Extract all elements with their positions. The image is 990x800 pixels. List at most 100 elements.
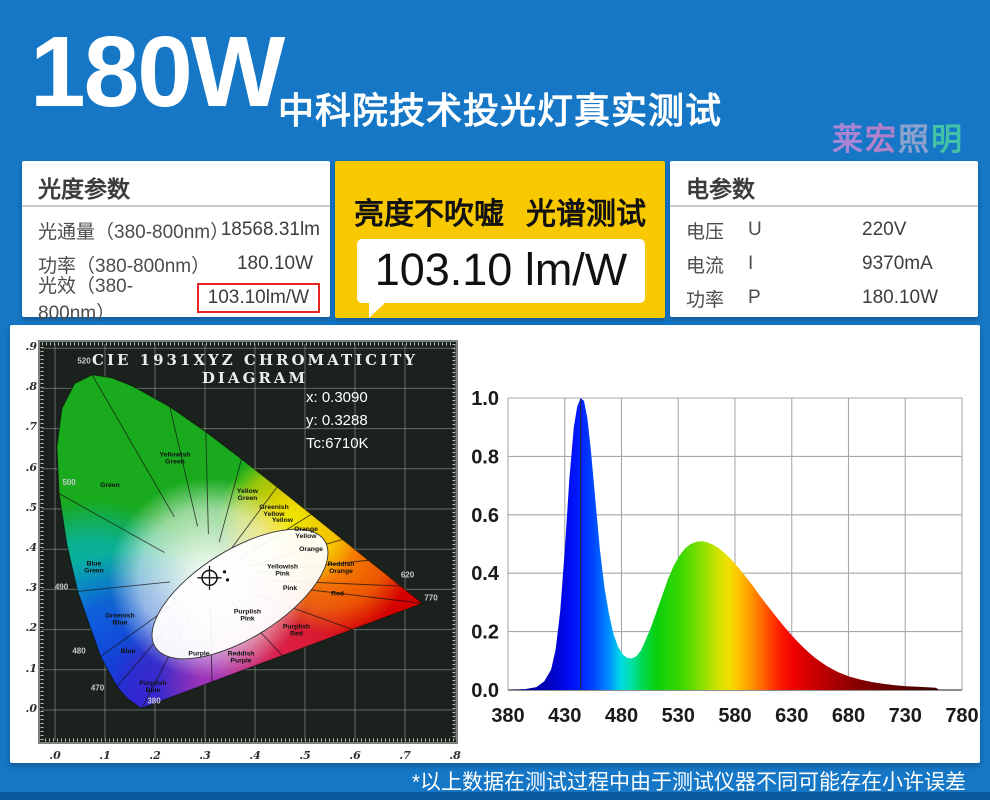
photometric-row: 光效（380-800nm） 103.10lm/W	[38, 276, 320, 324]
electrical-row-symbol: I	[748, 253, 754, 274]
spectrum-y-tick: 0.8	[471, 446, 499, 468]
spectrum-y-tick: 0.0	[471, 680, 499, 702]
spectrum-x-tick: 630	[775, 705, 808, 727]
spectrum-chart-svg: 1.0 0.8 0.6 0.4 0.2 0.0 380 430 480 530 580 630 680 7…	[471, 388, 979, 727]
cie-tc-annotation: Tc:6710K	[306, 435, 369, 452]
cie-y-tick: .6	[25, 460, 37, 474]
cie-region-label: Greenish Blue	[105, 613, 134, 627]
spectrum-x-tick: 380	[491, 705, 524, 727]
cie-region-label: Orange Yellow	[294, 526, 318, 540]
cie-region-label: Green	[100, 482, 120, 489]
charts-panel: Green Yellowish Green Yellow Green Greenish Ye…	[10, 325, 980, 763]
cie-region-label: Purplish Blue	[139, 680, 166, 694]
footer-disclaimer: *以上数据在测试过程中由于测试仪器不同可能存在小许误差	[411, 771, 966, 794]
cie-y-tick: .2	[25, 621, 37, 635]
cie-region-label: Blue	[121, 648, 136, 655]
spectrum-y-tick: 0.2	[471, 622, 499, 644]
spectrum-y-tick: 0.6	[471, 505, 499, 527]
electrical-row-symbol: U	[748, 219, 762, 240]
electrical-row-value: 220V	[862, 219, 907, 240]
cie-wavelength-label: 470	[91, 684, 105, 693]
bottom-accent-strip	[0, 792, 990, 800]
spectrum-x-tick: 580	[718, 705, 751, 727]
photometric-title: 光度参数	[38, 176, 130, 202]
banner-subtitle: 中科院技术投光灯真实测试	[278, 90, 723, 131]
cie-chromaticity-diagram: Green Yellowish Green Yellow Green Greenish Ye…	[38, 340, 458, 744]
cie-y-tick: .3	[25, 581, 37, 595]
electrical-row: 电压 U 220V	[686, 213, 968, 247]
callout-headline-left: 亮度不吹嘘	[354, 198, 504, 231]
cie-region-label: Orange	[299, 546, 323, 553]
spectrum-x-tick: 780	[945, 705, 978, 727]
cie-region-label: Yellowish Pink	[267, 563, 298, 577]
divider	[670, 205, 978, 207]
cie-wavelength-label: 770	[424, 594, 438, 603]
photometric-row-label: 光通量（380-800nm）	[38, 221, 230, 243]
spectrum-y-tick: 1.0	[471, 388, 499, 410]
photometric-panel: 光度参数 光通量（380-800nm） 18568.31lm 功率（380-800n…	[22, 161, 330, 324]
wattage-headline: 180W	[30, 16, 285, 128]
cie-x-tick: .5	[299, 749, 311, 762]
electrical-row-value: 9370mA	[862, 253, 933, 274]
spectrum-y-tick: 0.4	[471, 563, 500, 585]
photometric-row-label: 光效（380-800nm）	[38, 276, 134, 324]
electrical-row-name: 电压	[686, 221, 725, 243]
cie-region-label: Red	[331, 590, 344, 597]
cie-region-label: Blue Green	[84, 560, 104, 574]
photometric-row-value: 18568.31lm	[220, 219, 320, 240]
callout-headline-right: 光谱测试	[526, 198, 646, 231]
cie-y-tick: .1	[25, 661, 37, 675]
efficacy-callout: 亮度不吹嘘 光谱测试 103.10 lm/W	[335, 161, 665, 318]
electrical-row: 功率 P 180.10W	[686, 281, 968, 315]
electrical-row-value: 180.10W	[862, 287, 939, 308]
electrical-row-name: 功率	[686, 289, 725, 311]
cie-region-label: Pink	[283, 585, 298, 592]
highlighted-efficacy-value: 103.10lm/W	[196, 283, 320, 313]
spectrum-x-tick: 480	[605, 705, 638, 727]
watermark-char: 照	[898, 122, 931, 157]
electrical-panel: 电参数 电压 U 220V 电流 I 9370mA 功率 P 180.10W	[670, 161, 978, 317]
photometric-row: 光通量（380-800nm） 18568.31lm	[38, 213, 320, 247]
brand-watermark: 莱宏照明	[832, 114, 964, 159]
cie-region-label: Yellow Green	[237, 488, 259, 502]
cie-x-tick: .1	[99, 749, 111, 762]
cie-region-label: Yellowish Green	[160, 452, 191, 466]
photometric-row: 功率（380-800nm） 180.10W	[38, 247, 320, 281]
efficacy-value: 103.10 lm/W	[374, 244, 628, 295]
cie-x-tick: .8	[449, 749, 461, 762]
cie-region-label: Greenish Yellow	[259, 504, 288, 518]
cie-wavelength-label: 380	[147, 697, 161, 706]
cie-x-tick: .2	[149, 749, 161, 762]
spectrum-x-tick: 530	[662, 705, 695, 727]
cie-x-annotation: x: 0.3090	[306, 389, 368, 406]
electrical-row: 电流 I 9370mA	[686, 247, 968, 281]
electrical-title: 电参数	[686, 176, 755, 202]
electrical-row-symbol: P	[748, 287, 761, 308]
cie-wavelength-label: 480	[72, 647, 86, 656]
cie-wavelength-label: 500	[62, 478, 76, 487]
photometric-rows: 光通量（380-800nm） 18568.31lm 功率（380-800nm） 180…	[38, 213, 320, 324]
callout-headline: 亮度不吹嘘 光谱测试	[335, 189, 665, 233]
photometric-row-value: 180.10W	[236, 253, 314, 274]
photometric-row-value: 103.10lm/W	[196, 283, 320, 313]
spectrum-x-tick: 680	[832, 705, 865, 727]
cie-y-tick: .9	[25, 340, 37, 353]
watermark-char: 明	[931, 122, 964, 157]
cie-region-label: Purplish Red	[283, 623, 310, 637]
cie-title: CIE 1931XYZ CHROMATICITY DIAGRAM	[92, 351, 418, 387]
cie-x-tick: .7	[399, 749, 411, 762]
electrical-row-name: 电流	[686, 255, 725, 277]
watermark-char: 宏	[865, 122, 898, 157]
cie-x-tick: .4	[249, 749, 261, 762]
cie-y-annotation: y: 0.3288	[306, 412, 368, 429]
divider	[22, 205, 330, 207]
cie-y-tick: .0	[25, 701, 37, 715]
cie-region-label: Purplish Pink	[234, 609, 261, 623]
bubble-tail	[369, 302, 386, 318]
cie-region-label: Yellow	[272, 517, 294, 524]
cie-wavelength-label: 620	[401, 570, 415, 579]
cie-wavelength-label: 490	[55, 582, 69, 591]
spectrum-x-tick: 430	[548, 705, 581, 727]
cie-region-label: Reddish Orange	[328, 561, 355, 575]
